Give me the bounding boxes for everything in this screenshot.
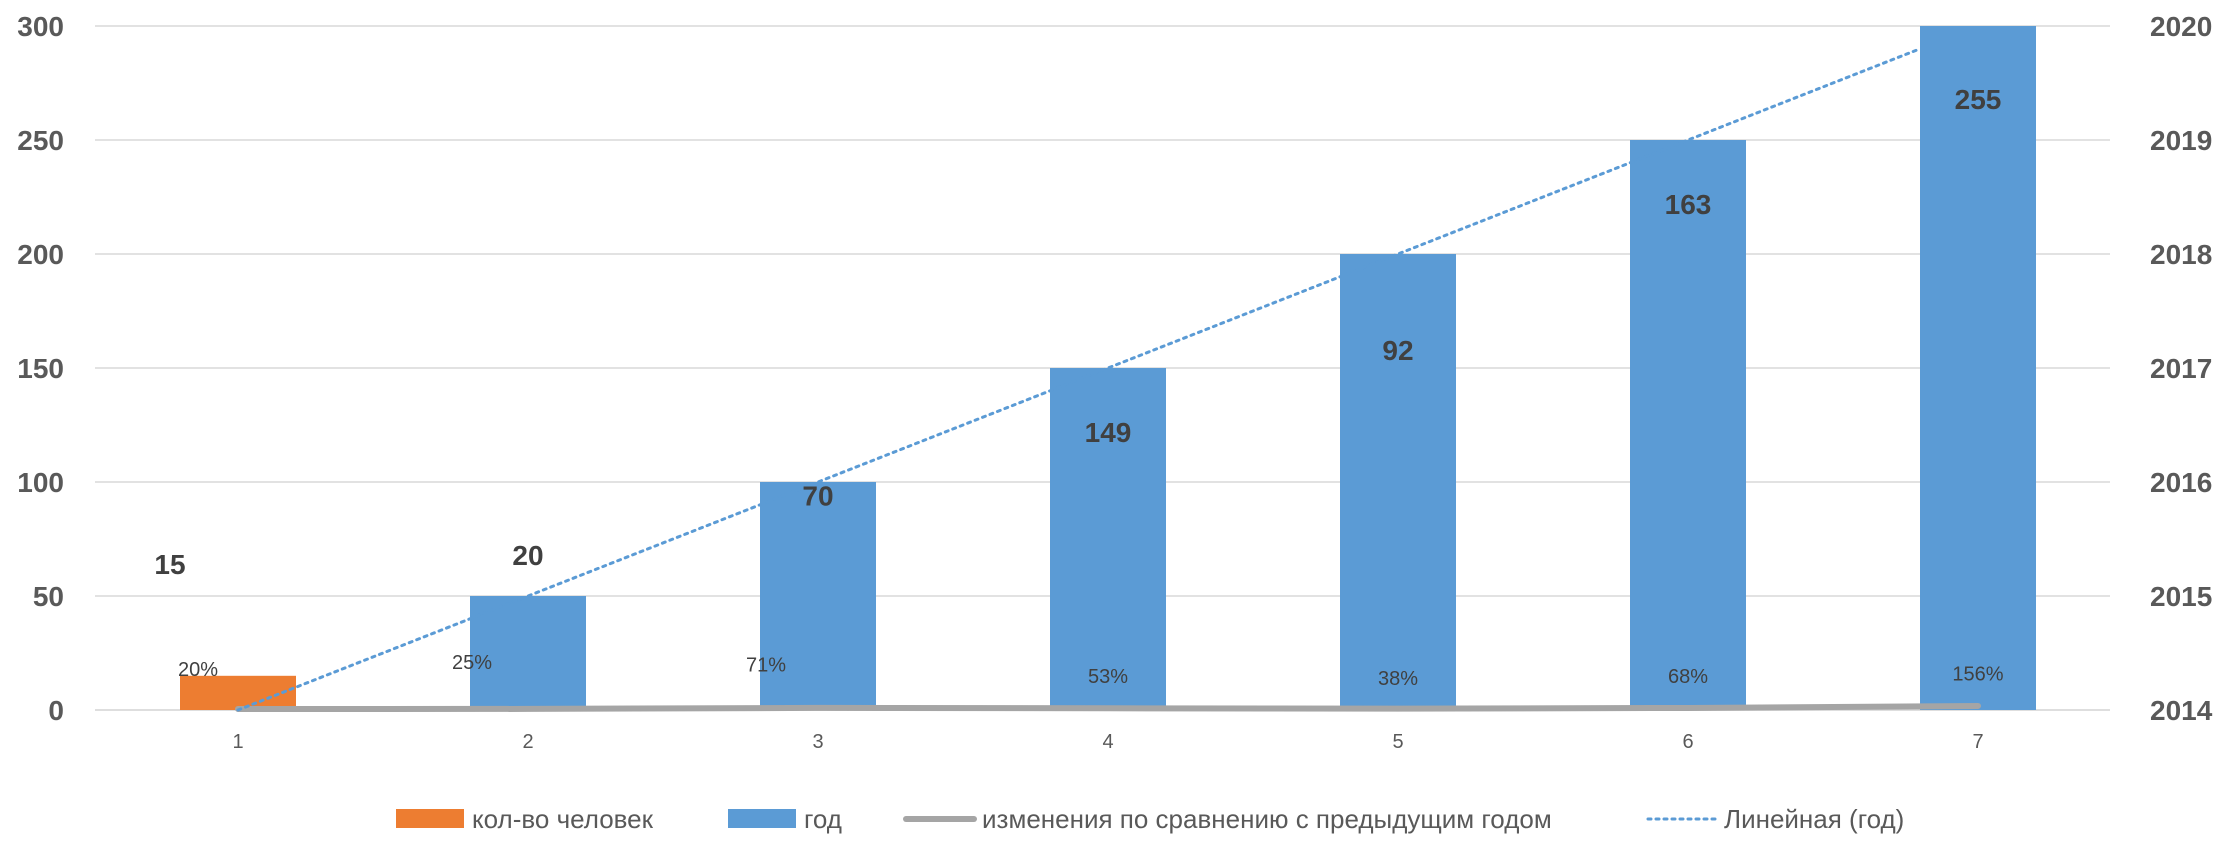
- y-left-tick-label: 300: [17, 11, 64, 42]
- x-tick-label: 6: [1682, 731, 1693, 753]
- value-label: 92: [1382, 335, 1413, 366]
- y-left-tick-label: 50: [33, 581, 64, 612]
- bar-people: [180, 675, 296, 710]
- x-tick-label: 2: [522, 731, 533, 753]
- bar-year: [1630, 140, 1746, 710]
- lines: [235, 47, 1981, 713]
- right-axis-ticks: 2014 2015 2016 2017 2018 2019 2020: [2150, 11, 2213, 726]
- x-axis-ticks: 1 2 3 4 5 6 7: [232, 731, 1983, 753]
- percent-label: 71%: [746, 654, 786, 676]
- percent-label: 20%: [178, 659, 218, 681]
- percent-label: 156%: [1952, 664, 2003, 686]
- legend: кол-во человек год изменения по сравнению …: [396, 804, 1904, 834]
- legend-swatch-people: [396, 809, 464, 828]
- value-label: 255: [1955, 84, 2002, 115]
- value-label: 20: [512, 540, 543, 571]
- x-tick-label: 4: [1102, 731, 1113, 753]
- y-right-tick-label: 2019: [2150, 125, 2212, 156]
- bar-year: [1340, 254, 1456, 710]
- data-labels: 15 20 70 149 92 163 255 20% 25% 71% 53% 38% 68% 156%: [154, 84, 2003, 690]
- bars: [180, 26, 2036, 710]
- value-label: 163: [1665, 189, 1712, 220]
- y-left-tick-label: 200: [17, 239, 64, 270]
- bar-year: [1050, 368, 1166, 710]
- left-axis-ticks: 0 50 100 150 200 250 300: [17, 11, 64, 726]
- legend-label-change: изменения по сравнению с предыдущим годо…: [982, 804, 1552, 834]
- y-right-tick-label: 2014: [2150, 695, 2213, 726]
- value-label: 15: [154, 549, 185, 580]
- legend-label-people: кол-во человек: [472, 804, 654, 834]
- legend-label-year: год: [804, 804, 842, 834]
- bar-year: [470, 596, 586, 710]
- bar-year: [1920, 26, 2036, 710]
- y-right-tick-label: 2020: [2150, 11, 2212, 42]
- line-change: [235, 702, 1981, 713]
- x-tick-label: 1: [232, 731, 243, 753]
- y-left-tick-label: 150: [17, 353, 64, 384]
- x-tick-label: 7: [1972, 731, 1983, 753]
- value-label: 70: [802, 481, 833, 512]
- y-left-tick-label: 100: [17, 467, 64, 498]
- x-tick-label: 3: [812, 731, 823, 753]
- legend-swatch-year: [728, 809, 796, 828]
- y-right-tick-label: 2016: [2150, 467, 2212, 498]
- percent-label: 38%: [1378, 668, 1418, 690]
- y-right-tick-label: 2018: [2150, 239, 2212, 270]
- x-tick-label: 5: [1392, 731, 1403, 753]
- value-label: 149: [1085, 417, 1132, 448]
- y-left-tick-label: 250: [17, 125, 64, 156]
- percent-label: 68%: [1668, 666, 1708, 688]
- percent-label: 25%: [452, 652, 492, 674]
- percent-label: 53%: [1088, 666, 1128, 688]
- y-right-tick-label: 2017: [2150, 353, 2212, 384]
- y-right-tick-label: 2015: [2150, 581, 2212, 612]
- y-left-tick-label: 0: [48, 695, 64, 726]
- trendline: [236, 47, 1922, 712]
- bar-year: [760, 482, 876, 710]
- legend-label-trend: Линейная (год): [1724, 804, 1904, 834]
